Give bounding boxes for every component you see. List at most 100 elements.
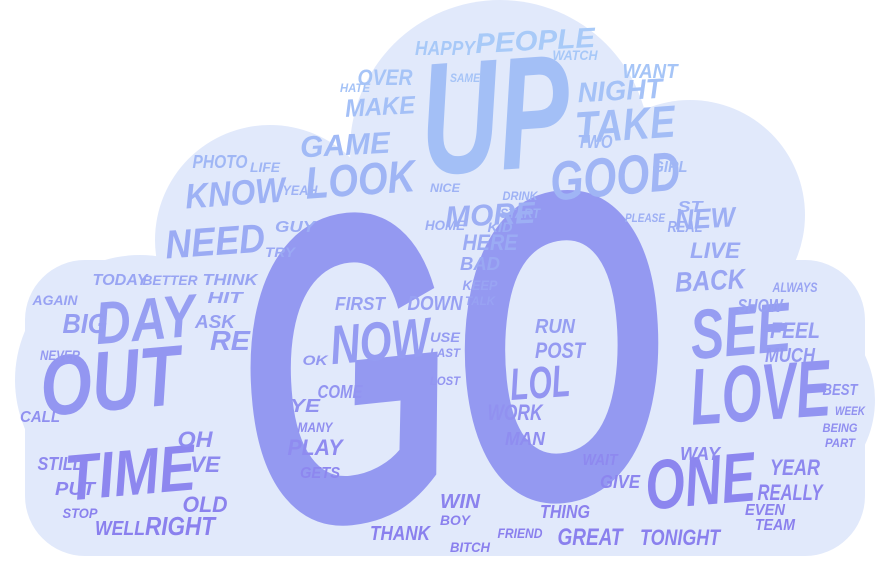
word: UP — [414, 20, 576, 209]
word: HAPPY — [415, 38, 476, 60]
word: FEEL — [770, 318, 820, 343]
word: FIRST — [335, 294, 387, 314]
word: THINK — [203, 272, 260, 289]
word: ALWAYS — [772, 279, 818, 295]
word: HOME — [425, 217, 466, 233]
word: COME — [318, 382, 364, 402]
word: LOVE — [687, 343, 835, 442]
word: RIGHT — [145, 511, 217, 541]
word: MAN — [505, 429, 546, 449]
word: GETS — [300, 465, 340, 482]
word: WATCH — [553, 47, 599, 63]
word: OH — [178, 427, 214, 452]
word: DOWN — [408, 293, 463, 315]
word: DAY — [92, 281, 202, 357]
word: KEEP — [463, 277, 499, 293]
word: TAKE — [573, 95, 678, 153]
word: REALLY — [758, 480, 825, 505]
word: BAD — [460, 254, 500, 274]
word: DRINK — [503, 189, 539, 203]
word: NEED — [164, 217, 267, 268]
word: OVER — [358, 65, 413, 90]
word: BOY — [440, 512, 472, 528]
word: TEAM — [755, 517, 796, 534]
word: YEAR — [770, 455, 820, 480]
word: WANT — [623, 61, 680, 83]
word: PART — [825, 436, 857, 450]
word: NEVER — [40, 347, 81, 363]
word: BETTER — [143, 272, 199, 288]
word: PUT — [55, 479, 97, 499]
word: MORE — [444, 197, 537, 235]
word: HIT — [208, 290, 245, 307]
word: PLEASE — [625, 211, 666, 225]
word: TODAY — [93, 272, 149, 289]
word: ONE — [642, 437, 760, 524]
word: REAL — [668, 219, 703, 236]
word: AGAIN — [32, 292, 79, 308]
word: WAIT — [583, 452, 619, 469]
word: LIFE — [250, 159, 281, 175]
word: ST — [678, 199, 704, 216]
word: TWO — [578, 132, 613, 152]
word: BIG — [63, 308, 108, 339]
word: NIGHT — [577, 73, 666, 109]
word: WAY — [680, 444, 722, 464]
word: HATE — [340, 81, 371, 95]
word: STOP — [63, 505, 99, 521]
word: GIVE — [600, 472, 641, 492]
word: WELL — [95, 518, 145, 540]
word: BITCH — [450, 539, 491, 555]
word: WORK — [488, 400, 545, 425]
word: TALK — [465, 294, 496, 308]
word: LOL — [508, 355, 571, 410]
word: OK — [303, 352, 329, 368]
word: POST — [535, 338, 586, 363]
word: THANK — [370, 523, 431, 545]
word: RUN — [535, 316, 576, 338]
word: BEING — [823, 421, 858, 435]
word: NEW — [674, 201, 738, 235]
word: PEOPLE — [474, 22, 597, 59]
word: USE — [430, 329, 461, 345]
word: TONIGHT — [640, 525, 721, 550]
word: KID — [488, 219, 513, 235]
word: GIRL — [653, 159, 688, 176]
word: GO — [211, 92, 690, 566]
word: KNOW — [184, 170, 289, 216]
word: CALL — [20, 409, 60, 426]
word: LIVE — [690, 238, 741, 263]
word: VE — [190, 452, 221, 477]
word: FRIEND — [498, 525, 543, 541]
word: OLD — [183, 492, 228, 517]
word: WIN — [440, 491, 481, 513]
word: YE — [290, 396, 321, 416]
word: LAST — [430, 346, 462, 360]
word: NOW — [328, 305, 436, 376]
word: LOST — [430, 374, 462, 388]
word: TIME — [62, 430, 199, 514]
word: THING — [540, 502, 590, 522]
word: GUY — [275, 219, 317, 236]
word: SEE — [687, 288, 795, 375]
word: MAKE — [344, 91, 417, 123]
word: EVEN — [745, 502, 785, 519]
word: GAME — [299, 127, 392, 165]
word: BEST — [823, 382, 859, 399]
word: WEEK — [835, 404, 866, 418]
word: PLAY — [288, 435, 345, 460]
word: GREAT — [558, 524, 625, 551]
word: OUT — [36, 328, 188, 435]
word: ASK — [194, 312, 237, 332]
word: YEAH — [283, 182, 319, 198]
word: PHOTO — [193, 152, 248, 172]
word: SHOW — [738, 296, 785, 316]
word: STILL — [38, 454, 83, 474]
word: START — [500, 205, 541, 221]
word: HERE — [463, 230, 519, 255]
cloud-shape — [15, 0, 875, 556]
word: MUCH — [765, 345, 815, 367]
word: MANY — [298, 419, 334, 435]
word: LOOK — [303, 150, 419, 209]
